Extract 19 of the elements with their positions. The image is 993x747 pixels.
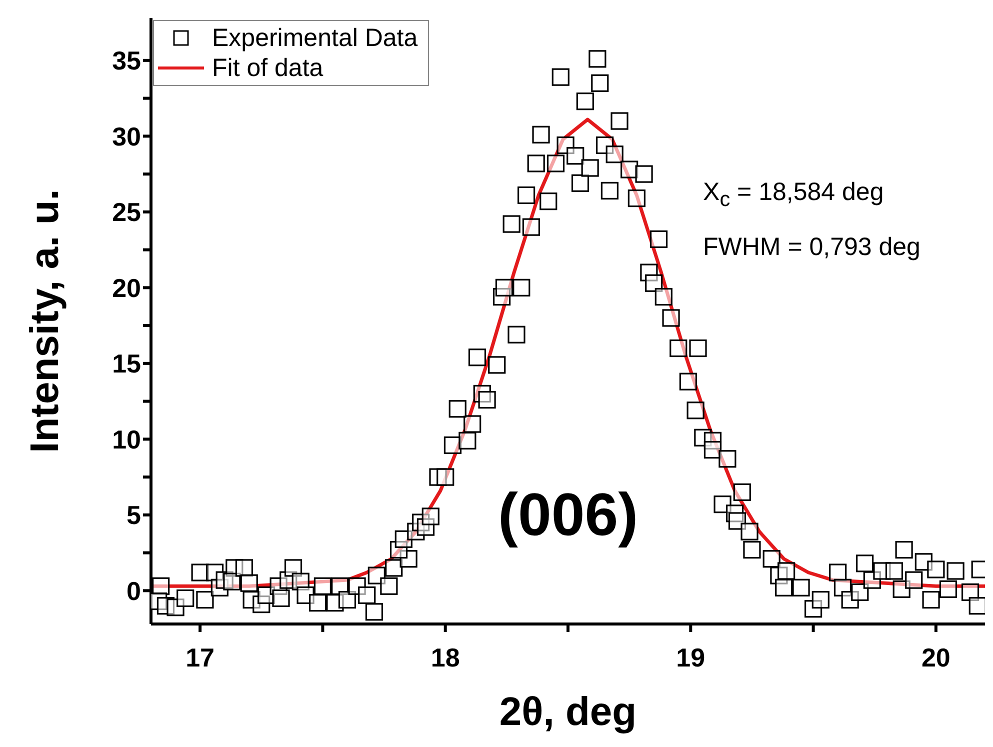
y-tick-label: 10 [112, 424, 141, 454]
x-tick-label: 20 [921, 642, 950, 672]
x-tick-label: 19 [676, 642, 706, 672]
legend-label: Fit of data [212, 53, 324, 83]
legend-label: Experimental Data [212, 23, 418, 53]
y-tick-label: 25 [112, 197, 141, 228]
x-axis-title: 2θ, deg [499, 690, 637, 734]
y-tick-label: 30 [112, 121, 141, 152]
y-tick-label: 5 [126, 500, 141, 530]
x-tick-label: 17 [186, 642, 215, 672]
x-tick-label: 18 [430, 642, 460, 672]
y-tick-label: 20 [112, 272, 141, 303]
annotation: (006) [498, 480, 638, 549]
y-tick-label: 0 [126, 576, 141, 606]
y-axis-title: Intensity, a. u. [23, 189, 68, 453]
y-tick-label: 15 [112, 348, 141, 379]
annotation: X$_{c}$ = 18,584 deg [703, 178, 884, 212]
y-tick-label: 35 [112, 46, 141, 76]
annotation: FWHM = 0,793 deg [703, 233, 920, 262]
